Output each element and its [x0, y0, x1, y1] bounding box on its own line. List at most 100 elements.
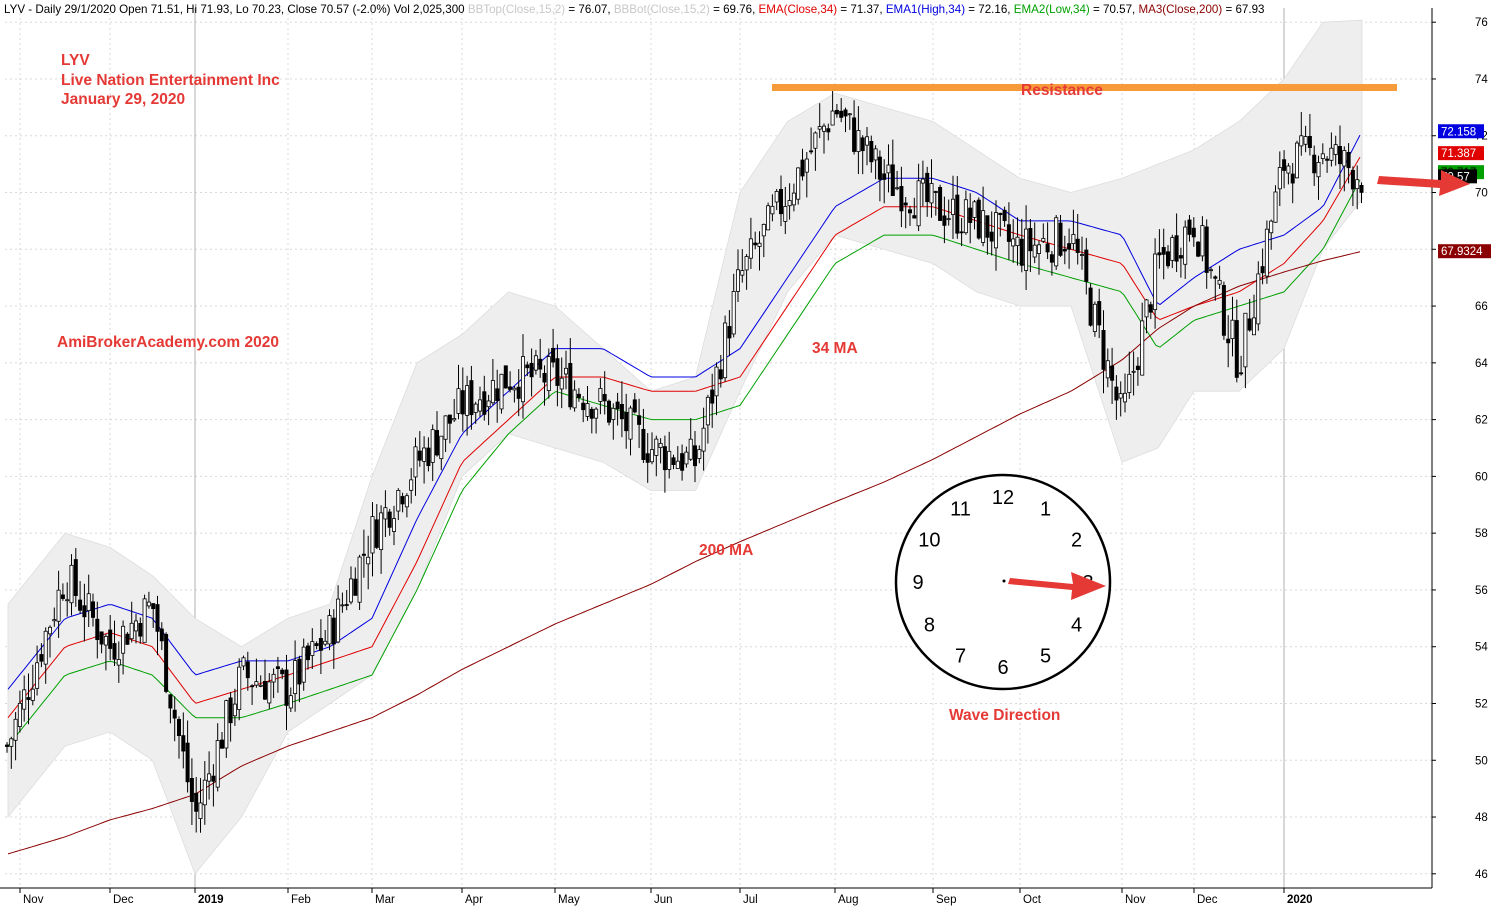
candle-body [1355, 179, 1360, 190]
ma200-label: 200 MA [699, 542, 753, 559]
candle-body [1191, 227, 1196, 238]
candle-body [1209, 269, 1214, 272]
candle-body [439, 435, 444, 460]
candle-body [804, 158, 809, 173]
candle-body [1273, 191, 1278, 223]
candle-body [348, 578, 353, 603]
candle-body [99, 631, 104, 645]
candle-body [723, 322, 728, 379]
candle-body [959, 231, 964, 234]
candle-body [1359, 184, 1364, 193]
candle-body [1178, 255, 1183, 259]
candle-body [1346, 151, 1351, 169]
candle-body [632, 399, 637, 413]
candle-body [912, 215, 917, 219]
y-tick-label: 48 [1475, 812, 1488, 824]
candle-body [1114, 386, 1119, 401]
x-tick-label: Nov [1125, 894, 1146, 906]
candle-body [594, 408, 599, 419]
header-segment: = 71.37, [837, 3, 886, 16]
y-tick-label: 56 [1475, 585, 1488, 597]
candle-body [172, 709, 177, 719]
candle-body [1183, 226, 1188, 265]
candle-body [318, 638, 323, 651]
candle-body [280, 669, 285, 675]
candle-body [142, 598, 147, 643]
candle-body [736, 269, 741, 292]
x-tick-label: 2020 [1287, 894, 1313, 906]
candle-body [929, 183, 934, 204]
candle-body [387, 511, 392, 528]
candle-body [1075, 238, 1080, 253]
candle-body [129, 622, 134, 640]
candle-body [963, 199, 968, 234]
x-tick-label: Aug [838, 894, 858, 906]
candle-body [538, 358, 543, 370]
candle-body [542, 372, 547, 383]
candle-body [65, 599, 70, 602]
candle-body [796, 167, 801, 200]
candle-body [916, 180, 921, 227]
candle-body [301, 646, 306, 683]
candle-body [1350, 169, 1355, 190]
candle-body [499, 373, 504, 410]
candle-body [340, 604, 345, 607]
candle-body [654, 438, 659, 456]
candle-body [521, 356, 526, 403]
candle-body [529, 362, 534, 378]
candle-body [791, 192, 796, 206]
candle-body [305, 645, 310, 661]
candle-body [469, 380, 474, 416]
candle-body [774, 191, 779, 203]
clock-number-2: 2 [1071, 530, 1082, 552]
candle-body [976, 199, 981, 239]
y-tick-label: 60 [1475, 471, 1488, 483]
candle-body [465, 385, 470, 416]
candle-body [262, 680, 267, 700]
candle-body [39, 654, 44, 662]
candle-body [473, 403, 478, 413]
candle-body [219, 739, 224, 749]
candle-body [232, 703, 237, 717]
candle-body [985, 215, 990, 238]
candle-body [422, 447, 427, 462]
candle-body [813, 132, 818, 149]
header-segment: = 69.76, [710, 3, 759, 16]
y-tick-label: 74 [1475, 74, 1488, 86]
candle-body [1131, 370, 1136, 373]
candle-body [942, 215, 947, 226]
candle-body [1213, 276, 1218, 279]
candle-body [1174, 235, 1179, 262]
candle-body [1264, 228, 1269, 277]
candle-body [865, 136, 870, 146]
header-segment: = 72.16, [965, 3, 1014, 16]
candle-body [581, 402, 586, 411]
candle-body [370, 516, 375, 554]
candle-body [564, 367, 569, 375]
candle-body [1058, 222, 1063, 256]
candlesticks [5, 86, 1364, 833]
candle-body [271, 673, 276, 683]
candle-body [1217, 279, 1222, 285]
candle-body [680, 453, 685, 471]
candle-body [1234, 320, 1239, 378]
candle-body [155, 604, 160, 632]
y-tick-label: 58 [1475, 528, 1488, 540]
candle-body [1338, 145, 1343, 165]
candle-body [22, 689, 27, 710]
candle-body [693, 445, 698, 467]
clock-number-8: 8 [924, 615, 935, 637]
date-label: January 29, 2020 [61, 91, 185, 108]
candle-body [5, 744, 10, 747]
candle-body [847, 113, 852, 116]
candle-body [637, 415, 642, 425]
candle-body [151, 603, 156, 610]
candle-body [1105, 360, 1110, 379]
candle-body [430, 429, 435, 463]
candle-body [78, 599, 83, 611]
candle-body [327, 615, 332, 645]
candle-body [314, 643, 319, 647]
candle-body [1140, 320, 1145, 376]
candle-body [710, 389, 715, 404]
